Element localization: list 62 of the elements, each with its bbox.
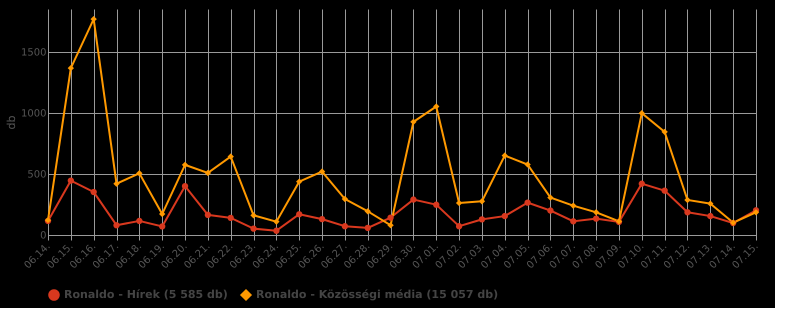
point — [296, 178, 302, 185]
point — [547, 194, 554, 201]
point — [318, 216, 326, 222]
point — [159, 210, 166, 218]
point — [113, 180, 120, 187]
point — [433, 103, 440, 110]
point — [684, 209, 691, 216]
point — [250, 212, 257, 218]
point — [159, 223, 166, 230]
point — [364, 224, 371, 232]
y-tick-label: 0 — [40, 230, 46, 242]
point — [228, 153, 234, 160]
point — [182, 162, 188, 168]
point — [433, 202, 440, 208]
point — [502, 152, 508, 159]
point — [524, 161, 531, 168]
legend-label: Ronaldo - Közösségi média (15 057 db) — [256, 288, 498, 301]
point — [68, 177, 74, 184]
point — [182, 182, 188, 190]
point — [90, 188, 97, 196]
point — [318, 168, 326, 175]
point — [410, 118, 417, 126]
point — [456, 223, 462, 230]
point — [592, 215, 600, 222]
point — [638, 110, 645, 116]
point — [387, 222, 394, 228]
point — [273, 218, 280, 225]
point — [136, 218, 143, 224]
legend-label: Ronaldo - Hírek (5 585 db) — [64, 288, 228, 301]
point — [204, 170, 212, 176]
point — [570, 218, 576, 224]
point — [342, 223, 348, 230]
point — [410, 196, 417, 203]
point — [456, 200, 462, 206]
point — [547, 207, 554, 214]
point — [387, 214, 394, 221]
point — [296, 211, 302, 218]
point — [228, 214, 234, 222]
point — [250, 225, 257, 232]
point — [478, 198, 486, 204]
point — [661, 128, 668, 136]
point — [502, 212, 508, 220]
point — [684, 196, 691, 204]
point — [707, 200, 714, 207]
point — [638, 180, 645, 187]
point — [204, 212, 212, 218]
y-tick-label: 1500 — [21, 47, 46, 58]
y-axis-title: db — [5, 116, 18, 130]
y-tick-label: 1000 — [21, 108, 46, 120]
point — [273, 228, 280, 234]
point — [661, 188, 668, 194]
y-tick-label: 500 — [27, 169, 46, 180]
point — [113, 222, 120, 228]
point — [364, 208, 371, 214]
point — [524, 199, 531, 206]
point — [342, 196, 348, 202]
point — [592, 209, 600, 216]
point — [68, 64, 74, 72]
point — [570, 202, 576, 209]
point — [478, 216, 486, 223]
point — [136, 170, 143, 176]
point — [707, 212, 714, 220]
